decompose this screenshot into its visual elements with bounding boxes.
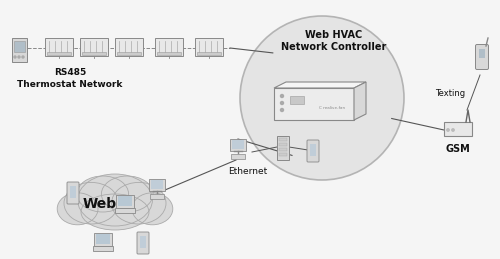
Bar — [14, 41, 25, 52]
Bar — [230, 139, 246, 151]
Bar — [151, 180, 163, 189]
Polygon shape — [274, 82, 366, 88]
Bar — [290, 96, 304, 104]
Ellipse shape — [77, 176, 128, 212]
FancyBboxPatch shape — [137, 232, 149, 254]
Bar — [45, 38, 73, 56]
FancyBboxPatch shape — [307, 140, 319, 162]
Ellipse shape — [132, 193, 173, 225]
Bar — [96, 234, 110, 244]
Bar — [117, 52, 141, 55]
Bar — [115, 208, 135, 213]
Bar — [279, 138, 287, 141]
FancyBboxPatch shape — [476, 45, 488, 69]
Bar — [231, 154, 245, 159]
Bar — [94, 233, 112, 246]
Bar — [12, 38, 27, 62]
Bar — [310, 144, 316, 156]
Bar — [93, 246, 113, 251]
Text: Ethernet: Ethernet — [228, 167, 268, 176]
Text: Texting: Texting — [435, 89, 465, 98]
Circle shape — [280, 109, 283, 112]
Bar — [274, 88, 354, 120]
Text: GSM: GSM — [446, 144, 470, 154]
Circle shape — [14, 56, 16, 58]
Text: RS485
Thermostat Network: RS485 Thermostat Network — [18, 68, 122, 89]
Ellipse shape — [78, 174, 152, 226]
Bar — [279, 143, 287, 146]
Circle shape — [18, 56, 20, 58]
Ellipse shape — [64, 182, 118, 224]
Bar — [444, 122, 472, 136]
Bar — [155, 38, 183, 56]
Text: Web: Web — [83, 197, 117, 211]
Circle shape — [22, 56, 24, 58]
Bar — [80, 38, 108, 56]
Ellipse shape — [57, 193, 98, 225]
Bar — [232, 140, 244, 149]
Bar — [82, 52, 106, 55]
Circle shape — [447, 129, 449, 131]
Bar — [118, 196, 132, 206]
Ellipse shape — [102, 176, 153, 212]
Bar — [116, 195, 134, 208]
Ellipse shape — [112, 182, 166, 224]
Circle shape — [280, 95, 283, 97]
Bar — [277, 136, 289, 160]
Bar — [115, 38, 143, 56]
Bar — [150, 194, 164, 199]
Bar — [279, 153, 287, 156]
Circle shape — [452, 129, 454, 131]
Bar — [149, 179, 165, 191]
FancyBboxPatch shape — [67, 182, 79, 204]
Bar — [70, 186, 76, 198]
Bar — [279, 148, 287, 151]
Bar — [195, 38, 223, 56]
Bar — [140, 236, 146, 248]
Bar — [197, 52, 221, 55]
Text: Web HVAC
Network Controller: Web HVAC Network Controller — [282, 30, 387, 52]
Bar — [157, 52, 181, 55]
Circle shape — [280, 102, 283, 104]
Bar — [479, 49, 485, 58]
Polygon shape — [354, 82, 366, 120]
Bar — [47, 52, 71, 55]
Ellipse shape — [81, 194, 149, 230]
Circle shape — [240, 16, 404, 180]
Text: C realive-fan: C realive-fan — [319, 106, 345, 110]
